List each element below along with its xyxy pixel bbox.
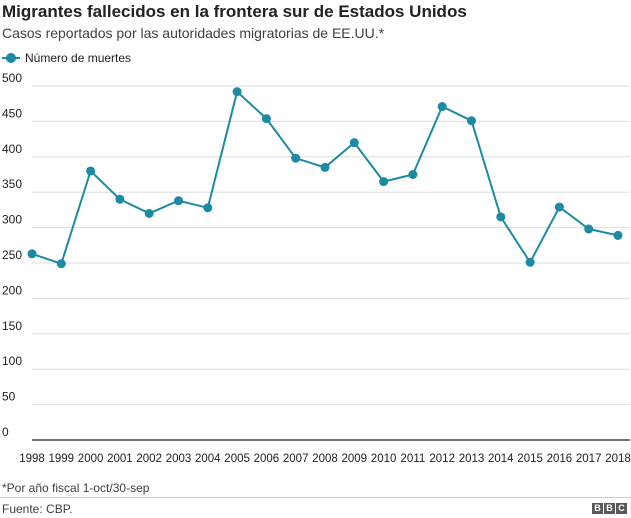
y-tick-label: 450 bbox=[2, 106, 22, 120]
x-tick-label: 2003 bbox=[166, 453, 192, 465]
x-tick-label: 1998 bbox=[19, 453, 45, 465]
data-point bbox=[349, 138, 359, 148]
chart-subtitle: Casos reportados por las autoridades mig… bbox=[2, 25, 385, 41]
legend-marker-dot bbox=[6, 53, 16, 63]
x-tick-label: 1999 bbox=[49, 453, 75, 465]
x-tick-label: 2016 bbox=[547, 453, 573, 465]
bbc-logo-letter: B bbox=[604, 503, 615, 514]
x-tick-label: 2000 bbox=[78, 453, 104, 465]
x-tick-label: 2004 bbox=[195, 453, 221, 465]
y-tick-label: 300 bbox=[2, 213, 22, 227]
x-tick-label: 2005 bbox=[224, 453, 250, 465]
y-tick-label: 200 bbox=[2, 283, 22, 297]
chart-legend: Número de muertes bbox=[2, 51, 131, 65]
chart-title: Migrantes fallecidos en la frontera sur … bbox=[2, 2, 467, 21]
legend-label: Número de muertes bbox=[25, 51, 132, 65]
y-tick-label: 50 bbox=[2, 390, 16, 404]
x-tick-label: 2008 bbox=[312, 453, 338, 465]
data-point bbox=[525, 257, 535, 267]
x-tick-label: 2007 bbox=[283, 453, 309, 465]
y-tick-label: 350 bbox=[2, 177, 22, 191]
data-point bbox=[467, 116, 476, 126]
bbc-logo: B B C bbox=[592, 503, 627, 514]
data-point bbox=[320, 162, 330, 172]
data-point bbox=[261, 114, 271, 124]
x-tick-label: 2006 bbox=[254, 453, 280, 465]
data-point bbox=[496, 212, 506, 222]
x-tick-label: 2002 bbox=[136, 453, 162, 465]
data-point bbox=[379, 177, 389, 187]
x-tick-label: 2010 bbox=[371, 453, 397, 465]
y-tick-label: 150 bbox=[2, 319, 22, 333]
x-tick-label: 2009 bbox=[342, 453, 368, 465]
y-tick-label: 250 bbox=[2, 248, 22, 262]
data-point bbox=[232, 87, 242, 97]
data-point bbox=[86, 166, 96, 176]
series-line bbox=[31, 90, 619, 265]
footnote: *Por año fiscal 1-oct/30-sep bbox=[2, 481, 150, 495]
bbc-logo-letter: C bbox=[616, 503, 627, 514]
data-point bbox=[437, 102, 447, 112]
source-note: Fuente: CBP. bbox=[2, 502, 73, 516]
data-point bbox=[144, 208, 154, 218]
data-point bbox=[554, 202, 564, 212]
data-point bbox=[613, 230, 623, 240]
y-tick-label: 0 bbox=[2, 425, 9, 439]
x-tick-label: 2018 bbox=[605, 453, 631, 465]
data-point bbox=[115, 194, 125, 204]
x-tick-label: 2013 bbox=[459, 453, 485, 465]
x-tick-label: 2001 bbox=[107, 453, 133, 465]
x-tick-label: 2011 bbox=[401, 453, 426, 465]
data-point bbox=[584, 224, 594, 234]
legend-marker-icon bbox=[2, 53, 20, 63]
y-tick-label: 500 bbox=[2, 71, 22, 85]
data-point bbox=[56, 259, 66, 269]
data-point bbox=[27, 249, 37, 259]
x-tick-label: 2012 bbox=[429, 453, 455, 465]
y-tick-label: 100 bbox=[2, 354, 22, 368]
data-point bbox=[291, 153, 301, 163]
footer-divider bbox=[0, 497, 631, 498]
x-tick-label: 2017 bbox=[576, 453, 602, 465]
x-tick-label: 2015 bbox=[517, 453, 543, 465]
y-tick-label: 400 bbox=[2, 142, 22, 156]
x-tick-label: 2014 bbox=[488, 453, 514, 465]
bbc-logo-letter: B bbox=[592, 503, 603, 514]
data-point bbox=[408, 170, 418, 179]
data-point bbox=[174, 196, 183, 206]
data-point bbox=[203, 203, 213, 213]
